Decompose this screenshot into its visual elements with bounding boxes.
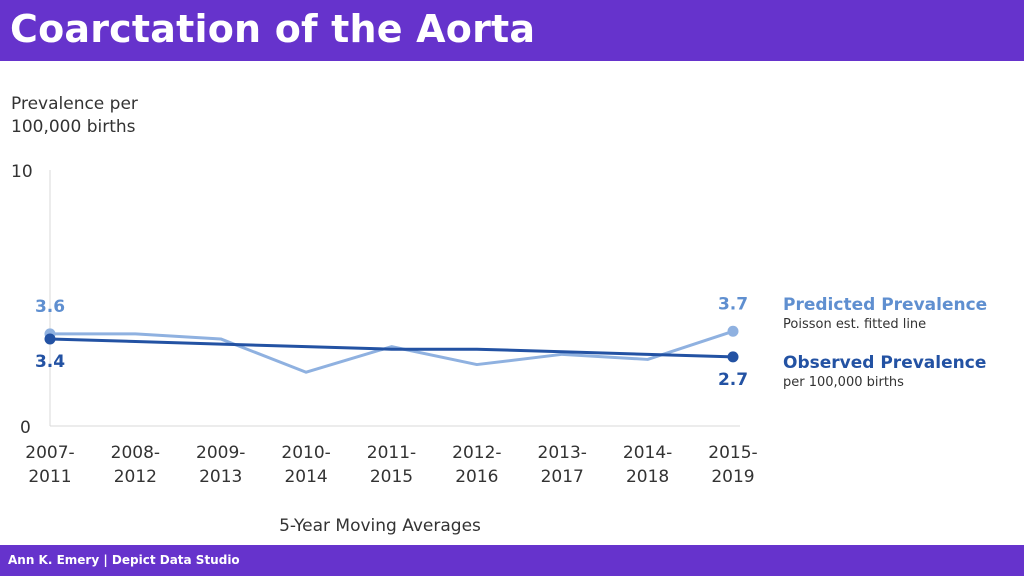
y-axis-label: Prevalence per 100,000 births: [11, 94, 138, 137]
x-tick-label: 2009-2013: [196, 443, 245, 487]
data-label: 3.6: [35, 297, 65, 317]
footer-credit: Ann K. Emery | Depict Data Studio: [8, 553, 240, 567]
series-layer: 3.6 3.7 3.4 2.7: [35, 294, 748, 390]
title-bar: Coarctation of the Aorta: [0, 0, 1024, 61]
x-tick-label: 2012-2016: [452, 443, 501, 487]
series-line-observed: [49, 337, 734, 359]
x-axis-label: 5-Year Moving Averages: [279, 516, 481, 536]
x-tick-label: 2010-2014: [281, 443, 330, 487]
series-line-predicted: [50, 329, 734, 374]
footer-bar: Ann K. Emery | Depict Data Studio: [0, 545, 1024, 576]
legend-predicted-name: Predicted Prevalence: [783, 295, 988, 315]
start-point-observed: [44, 333, 56, 345]
y-tick-label: 10: [11, 162, 33, 182]
end-point-predicted: [727, 325, 739, 337]
x-tick-label: 2008-2012: [111, 443, 160, 487]
data-label: 3.4: [35, 352, 65, 372]
data-label: 3.7: [718, 294, 748, 314]
x-tick-label: 2014-2018: [623, 443, 672, 487]
legend-predicted: Predicted Prevalence Poisson est. fitted…: [783, 294, 1018, 334]
x-tick-label: 2011-2015: [367, 443, 416, 487]
end-point-observed: [727, 351, 739, 363]
chart-title: Coarctation of the Aorta: [10, 7, 536, 51]
x-tick-labels: 2007-2011 2008-2012 2009-2013 2010-2014 2011…: [25, 443, 757, 487]
legend-predicted-subtitle: Poisson est. fitted line: [783, 317, 927, 332]
legend-observed-subtitle: per 100,000 births: [783, 375, 904, 390]
x-tick-label: 2015-2019: [708, 443, 757, 487]
x-tick-label: 2007-2011: [25, 443, 74, 487]
legend-observed: Observed Prevalence per 100,000 births: [783, 352, 1018, 392]
legend-observed-name: Observed Prevalence: [783, 353, 987, 373]
data-label: 2.7: [718, 370, 748, 390]
x-tick-label: 2013-2017: [538, 443, 587, 487]
y-tick-label: 0: [20, 418, 31, 438]
